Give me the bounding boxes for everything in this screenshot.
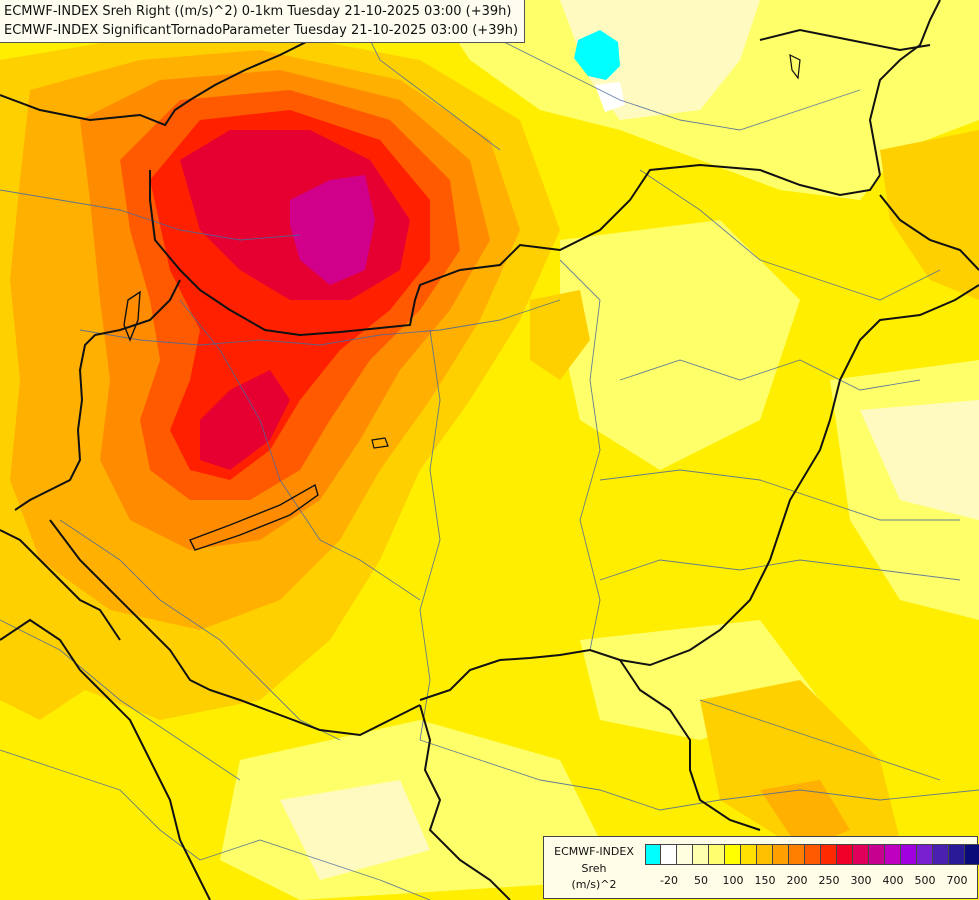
- legend-tick-label: 300: [850, 874, 872, 887]
- cyan-spot: [574, 30, 620, 80]
- border-serbia-hungary: [419, 704, 511, 900]
- legend-tick-label: 50: [694, 874, 708, 887]
- orange-patch-southwest: [0, 600, 100, 720]
- border-croatia-hungary: [49, 519, 421, 737]
- legend-swatch: [837, 844, 853, 865]
- lake-small-east: [789, 53, 801, 80]
- pale-region-east: [860, 400, 979, 520]
- lake-neusiedl: [123, 290, 141, 342]
- border-serbia-romania: [619, 659, 761, 831]
- border-romania-hungary: [419, 284, 979, 701]
- border-slovenia-croatia: [0, 529, 121, 641]
- border-ukraine-hungary: [879, 194, 979, 271]
- legend-swatch: [821, 844, 837, 865]
- legend-tick-label: 500: [914, 874, 936, 887]
- legend-param: Sreh: [581, 862, 607, 875]
- legend-swatch: [661, 844, 677, 865]
- legend-tick-label: 700: [946, 874, 968, 887]
- legend-swatch: [885, 844, 901, 865]
- regional-borders: [0, 19, 979, 900]
- orange-patch-southeast: [700, 680, 900, 850]
- white-spot: [595, 82, 625, 112]
- legend-swatch: [901, 844, 917, 865]
- magenta-core: [290, 175, 375, 285]
- legend-swatch: [805, 844, 821, 865]
- crimson-zone-south: [200, 370, 290, 470]
- legend-swatch: [725, 844, 741, 865]
- legend-swatch: [853, 844, 869, 865]
- legend-swatch: [693, 844, 709, 865]
- pale-region-south: [280, 780, 430, 880]
- legend-tick-label: 250: [818, 874, 840, 887]
- map-title-line-2: ECMWF-INDEX SignificantTornadoParameter …: [4, 23, 519, 38]
- legend-tick-label: 100: [722, 874, 744, 887]
- legend-swatch: [773, 844, 789, 865]
- legend-swatch: [757, 844, 773, 865]
- legend-tick-label: 150: [754, 874, 776, 887]
- orange-patch-southeast-2: [760, 780, 850, 850]
- legend-unit: (m/s)^2: [571, 878, 617, 891]
- legend-source: ECMWF-INDEX: [554, 845, 634, 858]
- legend-swatch: [677, 844, 693, 865]
- legend-tick-label: 200: [786, 874, 808, 887]
- legend-swatch: [917, 844, 933, 865]
- legend-swatch: [965, 844, 979, 865]
- legend-swatches: [645, 844, 979, 865]
- lake-small-central: [371, 437, 389, 449]
- border-austria-hungary: [14, 279, 181, 511]
- map-title-line-1: ECMWF-INDEX Sreh Right ((m/s)^2) 0-1km T…: [4, 4, 512, 19]
- border-slovakia-hungary-north: [149, 163, 881, 337]
- legend-swatch: [645, 844, 661, 865]
- legend-swatch: [869, 844, 885, 865]
- legend-swatch: [933, 844, 949, 865]
- legend-swatch: [949, 844, 965, 865]
- legend-tick-label: 400: [882, 874, 904, 887]
- light-region-central: [560, 220, 800, 470]
- border-slovakia-east: [868, 0, 941, 176]
- legend-swatch: [709, 844, 725, 865]
- color-legend: ECMWF-INDEX Sreh (m/s)^2 -20 50 100 150 200 2…: [543, 836, 979, 899]
- lake-balaton: [189, 483, 319, 551]
- map-title-box: ECMWF-INDEX Sreh Right ((m/s)^2) 0-1km T…: [0, 0, 526, 43]
- legend-swatch: [741, 844, 757, 865]
- border-croatia-bosnia: [0, 618, 211, 900]
- legend-swatch: [789, 844, 805, 865]
- orange-patch-central: [530, 290, 590, 380]
- border-ukraine-romania-north: [759, 28, 931, 52]
- legend-tick-label: -20: [660, 874, 678, 887]
- orange-patch-northeast: [880, 130, 979, 300]
